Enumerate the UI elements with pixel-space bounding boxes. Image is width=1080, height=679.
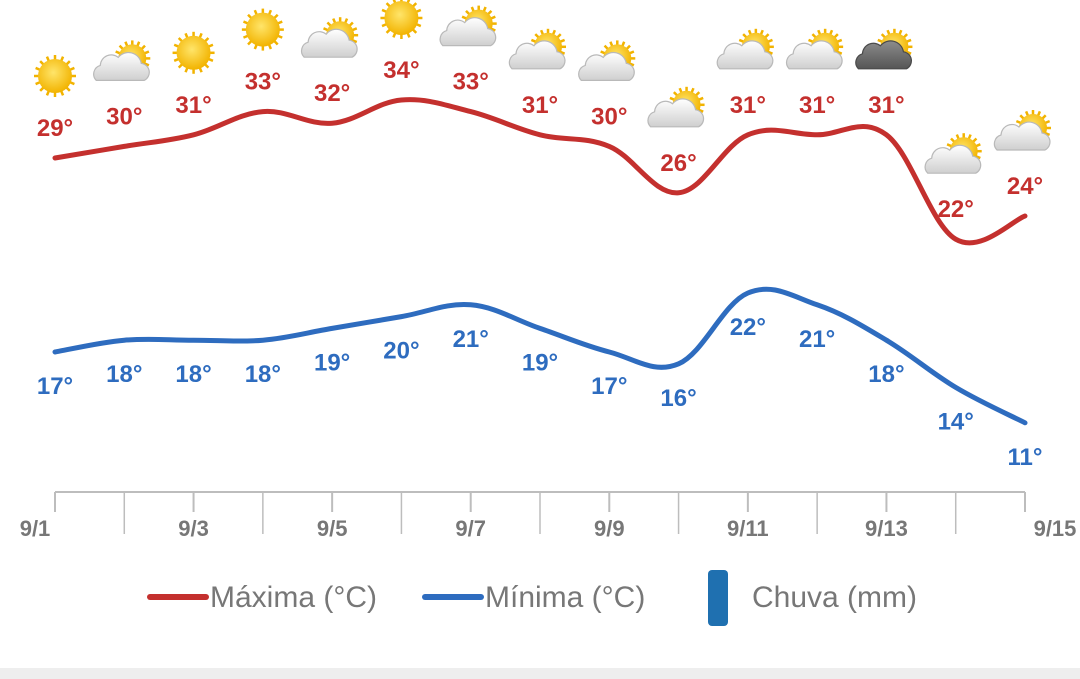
legend-label: Máxima (°C)	[210, 581, 377, 614]
partly-cloudy-icon	[578, 40, 636, 81]
bottom-bar	[0, 668, 1080, 679]
max-temp-label: 31°	[799, 92, 835, 119]
min-temp-label: 20°	[383, 338, 419, 365]
min-temp-label: 18°	[106, 361, 142, 388]
max-temp-label: 24°	[1007, 173, 1043, 200]
max-temp-line	[52, 97, 1028, 246]
x-tick-label: 9/3	[178, 516, 209, 541]
temperature-lines	[52, 97, 1028, 426]
x-axis: 9/1 9/3 9/5 9/7 9/9 9/11 9/13 9/15	[20, 491, 1077, 541]
max-temp-label: 31°	[730, 92, 766, 119]
min-temp-label: 14°	[938, 408, 974, 435]
partly-cloudy-icon	[93, 40, 151, 81]
min-temp-label: 18°	[245, 361, 281, 388]
partly-cloudy-icon	[716, 28, 774, 70]
max-temp-label: 31°	[868, 92, 904, 119]
max-temp-label: 34°	[383, 57, 419, 84]
rain-swatch	[708, 570, 728, 626]
min-temp-label: 19°	[522, 349, 558, 376]
legend: Máxima (°C) Mínima (°C) Chuva (mm)	[147, 570, 917, 626]
max-temp-label: 30°	[591, 103, 627, 130]
x-tick-label: 9/5	[317, 516, 348, 541]
legend-label: Chuva (mm)	[752, 581, 917, 614]
max-temp-label: 30°	[106, 103, 142, 130]
x-tick-label: 9/15	[1034, 516, 1077, 541]
sun-icon	[380, 0, 423, 39]
max-temp-label: 33°	[245, 69, 281, 96]
x-tick-label: 9/11	[727, 516, 769, 541]
x-tick-label: 9/7	[455, 516, 486, 541]
max-temp-label: 29°	[37, 115, 73, 142]
dark-cloud-icon	[855, 28, 913, 70]
max-temp-label: 32°	[314, 80, 350, 107]
min-temp-label: 11°	[1008, 444, 1043, 471]
temperature-labels: 29° 30° 31° 33° 32° 34° 33° 31° 30° 26° 31° 31° 31° 2…	[37, 57, 1043, 471]
partly-cloudy-icon	[647, 86, 705, 128]
max-temp-label: 33°	[453, 69, 489, 96]
min-temp-label: 17°	[37, 373, 73, 400]
legend-item-max: Máxima (°C)	[147, 581, 377, 614]
sun-icon	[34, 55, 76, 97]
partly-cloudy-icon	[993, 110, 1051, 151]
partly-cloudy-icon	[508, 28, 566, 70]
min-temp-line	[52, 286, 1028, 426]
x-tick-label: 9/1	[20, 516, 51, 541]
min-temp-label: 18°	[868, 361, 904, 388]
min-temp-label: 22°	[730, 314, 766, 341]
legend-label: Mínima (°C)	[485, 581, 645, 614]
legend-item-rain: Chuva (mm)	[708, 570, 917, 626]
legend-item-min: Mínima (°C)	[422, 581, 645, 614]
x-tick-label: 9/13	[865, 516, 908, 541]
min-temp-label: 21°	[799, 326, 835, 353]
partly-cloudy-icon	[300, 17, 359, 58]
max-temp-label: 31°	[522, 92, 558, 119]
min-temp-label: 21°	[453, 326, 489, 353]
sun-icon	[172, 31, 215, 74]
partly-cloudy-icon	[785, 28, 844, 70]
partly-cloudy-icon	[439, 5, 497, 47]
sun-icon	[241, 8, 284, 51]
max-temp-label: 26°	[660, 150, 696, 177]
min-temp-label: 16°	[660, 385, 696, 412]
x-tick-label: 9/9	[594, 516, 625, 541]
min-temp-label: 18°	[175, 361, 211, 388]
max-temp-label: 31°	[175, 92, 211, 119]
max-temp-label: 22°	[938, 196, 974, 223]
min-temp-label: 19°	[314, 349, 350, 376]
min-temp-label: 17°	[591, 373, 627, 400]
partly-cloudy-icon	[924, 133, 982, 174]
weather-icons	[34, 0, 1051, 174]
